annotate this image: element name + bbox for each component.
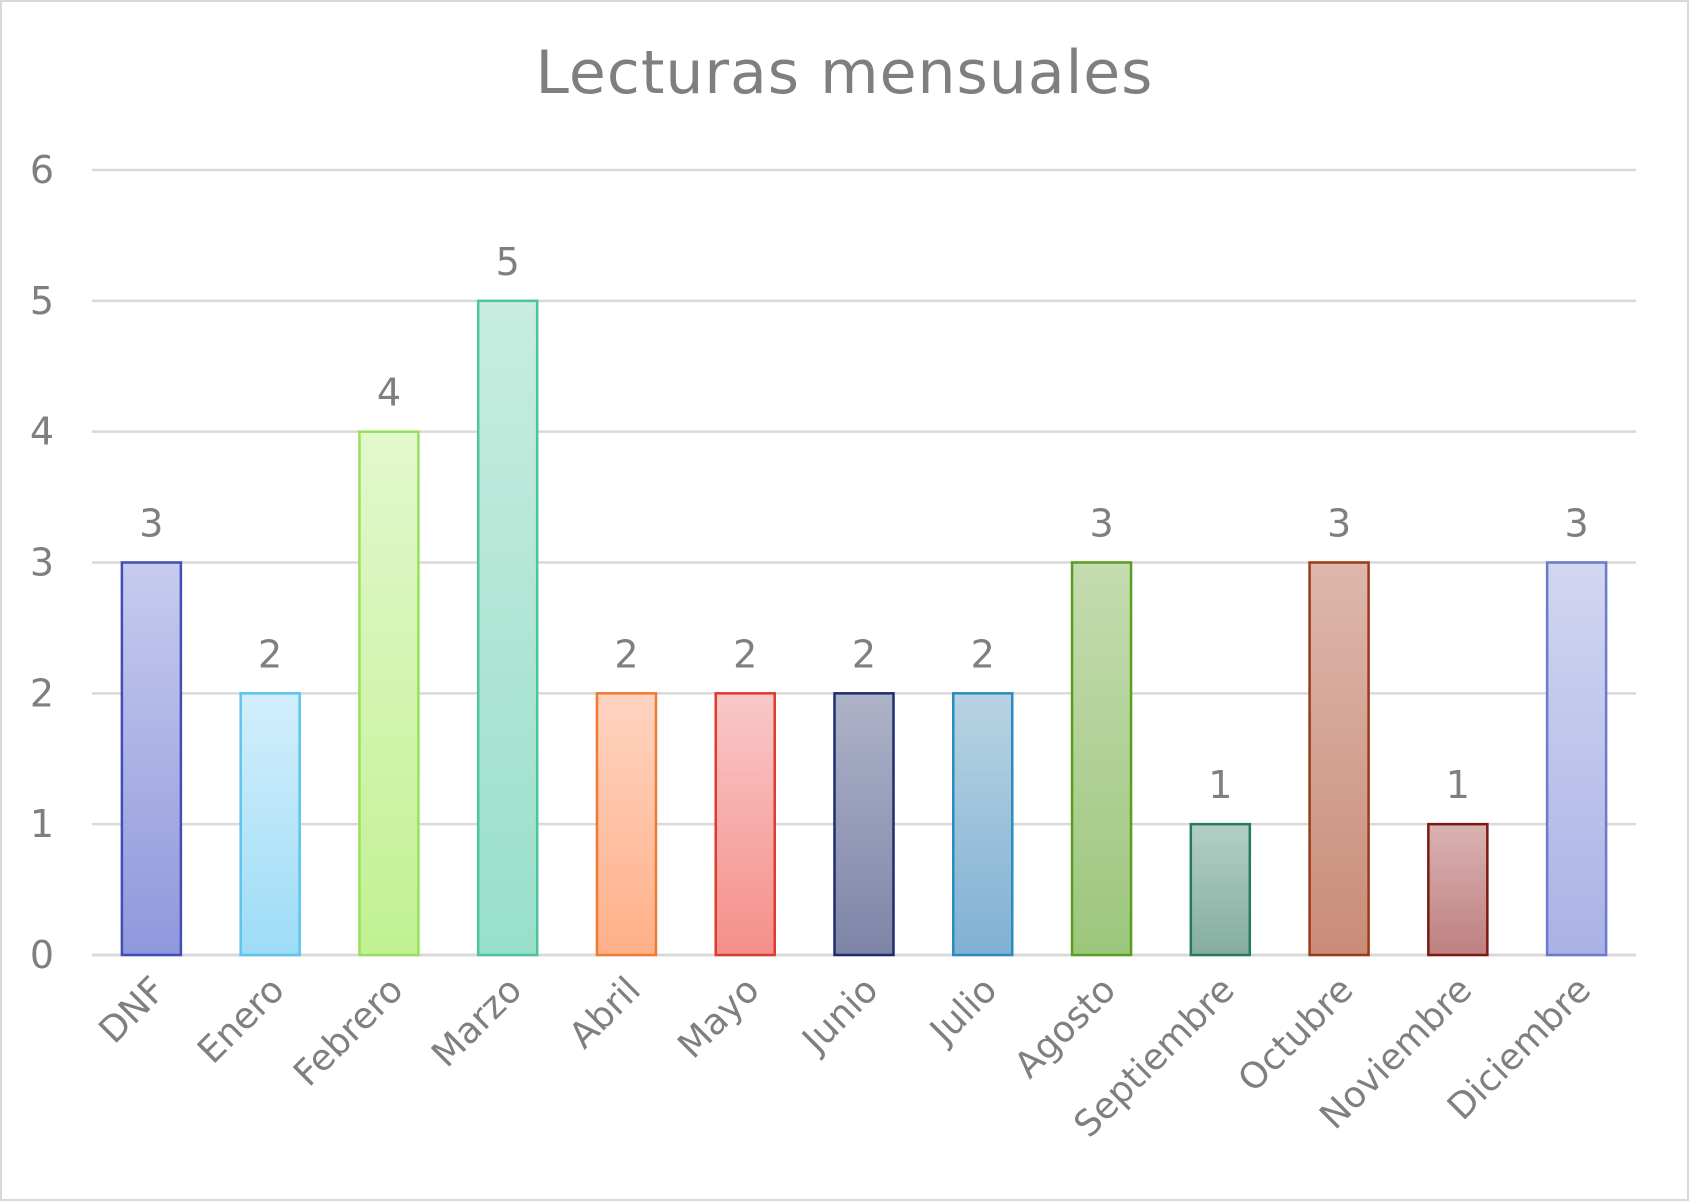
data-label: 3 [139,502,163,546]
y-tick-label: 6 [30,148,54,192]
x-tick-label: Junio [794,969,887,1062]
data-label: 1 [1446,763,1470,807]
bar-marzo [476,299,539,957]
x-tick-label: Enero [190,969,292,1071]
bar-octubre [1308,561,1370,957]
bar-dnf [120,561,183,957]
data-label: 3 [1565,502,1589,546]
bar-julio [952,692,1014,957]
bar-enero [239,692,301,957]
x-tick-label: Mayo [670,969,767,1066]
x-tick-label: Febrero [286,969,411,1094]
bar-septiembre [1189,822,1252,957]
x-tick-label: DNF [91,969,173,1051]
x-tick-label: Julio [921,969,1005,1053]
data-label: 1 [1208,763,1232,807]
data-label: 4 [377,371,401,415]
y-tick-label: 2 [30,671,54,715]
x-tick-label: Abril [562,969,649,1056]
y-tick-label: 4 [30,410,54,454]
data-labels: 3 2 4 5 2 2 2 2 3 1 3 1 3 [139,240,1588,807]
data-label: 3 [1327,502,1351,546]
y-tick-label: 1 [30,802,54,846]
data-label: 5 [496,240,520,284]
x-tick-label: Agosto [1007,969,1124,1086]
data-label: 2 [971,632,995,676]
data-label: 3 [1089,502,1113,546]
bar-diciembre [1545,561,1608,957]
y-axis-ticks: 0 1 2 3 4 5 6 [30,148,54,977]
bar-febrero [358,430,420,957]
data-label: 2 [614,632,638,676]
y-tick-label: 5 [30,279,54,323]
x-tick-label: Marzo [424,969,530,1075]
data-label: 2 [852,632,876,676]
chart-title: Lecturas mensuales [535,38,1154,108]
data-label: 2 [258,632,282,676]
y-tick-label: 3 [30,541,54,585]
bar-noviembre [1427,822,1489,957]
bar-abril [595,692,658,957]
data-label: 2 [733,632,757,676]
bar-junio [833,692,895,957]
y-tick-label: 0 [30,933,54,977]
bar-agosto [1070,561,1133,957]
bars [120,299,1608,957]
bar-mayo [714,692,776,957]
